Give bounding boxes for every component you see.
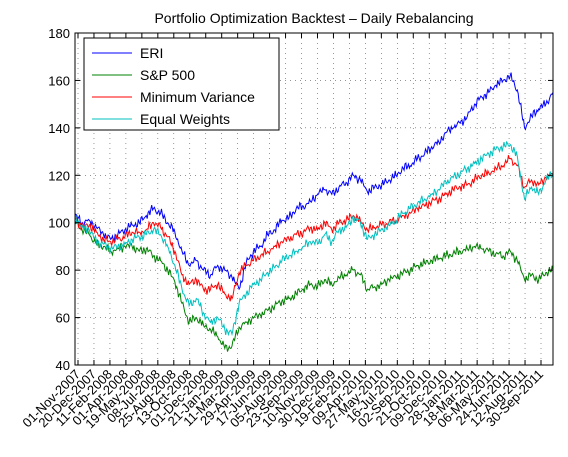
legend: ERI S&P 500 Minimum Variance Equal Weights: [83, 37, 280, 131]
y-tick-label: 100: [48, 216, 70, 231]
series-line-equal-weights: [74, 140, 554, 337]
plot-lines: [74, 72, 554, 352]
y-tick-label: 140: [48, 121, 70, 136]
legend-label: Equal Weights: [140, 111, 230, 127]
legend-label: Minimum Variance: [140, 89, 255, 105]
legend-label: ERI: [140, 45, 163, 61]
legend-label: S&P 500: [140, 67, 195, 83]
series-line-eri: [74, 72, 554, 291]
y-tick-label: 40: [56, 358, 70, 373]
chart-title: Portfolio Optimization Backtest – Daily …: [154, 10, 473, 26]
axes-box: [74, 32, 554, 366]
series-line-minimum-variance: [74, 155, 554, 302]
y-tick-label: 60: [56, 311, 70, 326]
axis-ticks: 40608010012014016018001-Nov-200720-Dec-2…: [19, 26, 553, 431]
y-tick-label: 80: [56, 263, 70, 278]
y-tick-label: 160: [48, 73, 70, 88]
y-tick-label: 180: [48, 26, 70, 41]
y-tick-label: 120: [48, 168, 70, 183]
series-line-s-p-500: [74, 218, 554, 352]
